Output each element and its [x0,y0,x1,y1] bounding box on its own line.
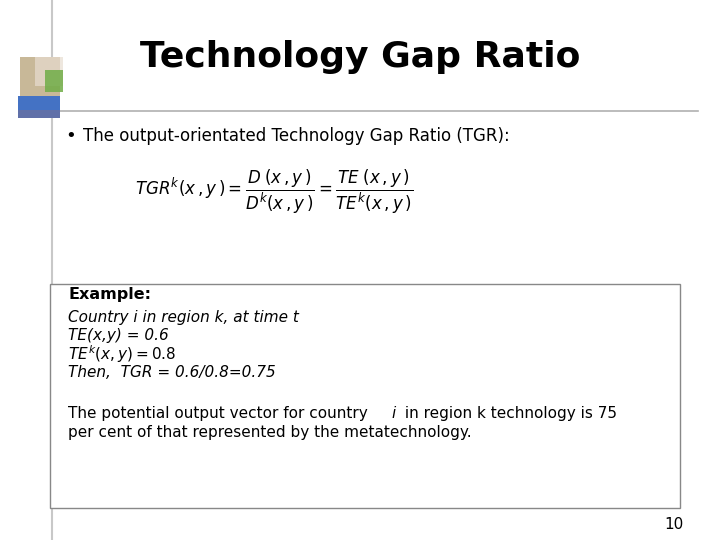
Text: Country i in region k, at time t: Country i in region k, at time t [68,310,300,325]
Text: Technology Gap Ratio: Technology Gap Ratio [140,40,580,73]
Text: in region k technology is 75: in region k technology is 75 [400,406,617,421]
Bar [35,57,63,86]
Text: per cent of that represented by the metatechnology.: per cent of that represented by the meta… [68,424,472,440]
Text: $\mathit{TE}^k\mathit{(x,y) = 0.8}$: $\mathit{TE}^k\mathit{(x,y) = 0.8}$ [68,343,176,365]
Text: i: i [392,406,396,421]
Text: 10: 10 [665,517,684,532]
Bar [45,70,63,92]
Bar [18,96,60,111]
FancyBboxPatch shape [50,284,680,508]
Text: Then,  TGR = 0.6/0.8=0.75: Then, TGR = 0.6/0.8=0.75 [68,365,276,380]
Text: The potential output vector for country: The potential output vector for country [68,406,373,421]
Text: •: • [65,127,76,145]
Bar [18,110,60,118]
Text: $\mathit{TGR}^k(\mathit{x}\,,\mathit{y}\,) = \dfrac{\mathit{D}\;(\mathit{x}\,,\m: $\mathit{TGR}^k(\mathit{x}\,,\mathit{y}\… [135,168,413,215]
Text: The output-orientated Technology Gap Ratio (TGR):: The output-orientated Technology Gap Rat… [83,127,510,145]
Text: Example:: Example: [68,287,151,302]
Text: TE(x,y) = 0.6: TE(x,y) = 0.6 [68,328,169,343]
Bar [20,57,60,97]
